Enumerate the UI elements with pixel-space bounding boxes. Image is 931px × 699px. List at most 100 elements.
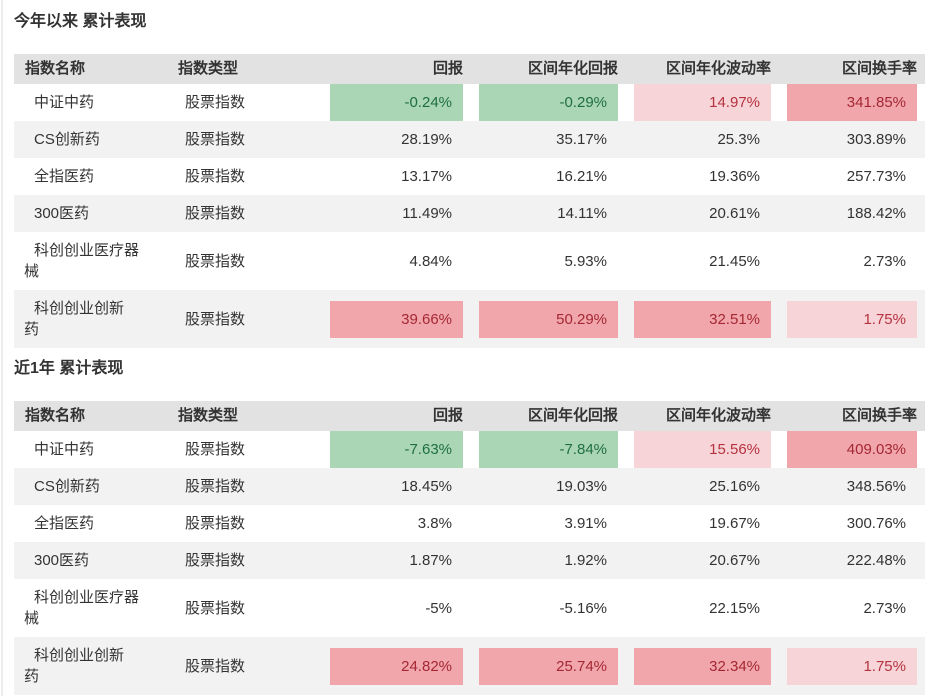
metric-cell: 2.73% — [779, 579, 925, 637]
metric-value: 32.34% — [634, 648, 771, 685]
metric-value: 24.82% — [330, 648, 463, 685]
metric-value: 35.17% — [479, 121, 618, 158]
index-type-cell: 股票指数 — [170, 468, 322, 505]
metric-value: 25.3% — [634, 121, 771, 158]
performance-table: 指数名称指数类型回报区间年化回报区间年化波动率区间换手率 中证中药股票指数-0.… — [14, 54, 925, 348]
metric-cell: 2.73% — [779, 232, 925, 290]
metric-cell: 19.36% — [626, 158, 779, 195]
metric-value: 222.48% — [787, 542, 917, 579]
metric-cell: 25.16% — [626, 468, 779, 505]
column-header: 回报 — [322, 401, 471, 431]
index-name-cell: 科创创业创新 药 — [14, 637, 170, 695]
metric-value: -5% — [330, 590, 463, 627]
index-name-cell: 中证中药 — [14, 84, 170, 121]
metric-cell: 4.84% — [322, 232, 471, 290]
metric-cell: 1.87% — [322, 542, 471, 579]
metric-cell: -7.63% — [322, 431, 471, 468]
metric-value: 303.89% — [787, 121, 917, 158]
metric-cell: 5.93% — [471, 232, 626, 290]
index-type-cell: 股票指数 — [170, 158, 322, 195]
index-name-cell: 科创创业医疗器 械 — [14, 579, 170, 637]
index-type-cell: 股票指数 — [170, 505, 322, 542]
metric-cell: 32.51% — [626, 290, 779, 348]
metric-cell: 39.66% — [322, 290, 471, 348]
metric-value: 409.03% — [787, 431, 917, 468]
metric-value: 4.84% — [330, 243, 463, 280]
section-title: 今年以来 累计表现 — [14, 14, 931, 30]
column-header: 区间年化回报 — [471, 401, 626, 431]
index-name-cell: 300医药 — [14, 542, 170, 579]
metric-cell: 22.15% — [626, 579, 779, 637]
column-header: 区间换手率 — [779, 54, 925, 84]
metric-cell: 19.67% — [626, 505, 779, 542]
metric-cell: -0.24% — [322, 84, 471, 121]
metric-value: 257.73% — [787, 158, 917, 195]
metric-value: 15.56% — [634, 431, 771, 468]
column-header: 指数名称 — [14, 54, 170, 84]
metric-cell: 24.82% — [322, 637, 471, 695]
metric-cell: -7.84% — [471, 431, 626, 468]
table-row: 中证中药股票指数-0.24% -0.29%14.97%341.85% — [14, 84, 925, 121]
metric-value: 348.56% — [787, 468, 917, 505]
metric-value: 2.73% — [787, 243, 917, 280]
metric-cell: 20.61% — [626, 195, 779, 232]
metric-value: 50.29% — [479, 301, 618, 338]
metric-value: -0.29% — [479, 84, 618, 121]
metric-value: 19.03% — [479, 468, 618, 505]
index-name-cell: 中证中药 — [14, 431, 170, 468]
metric-cell: 14.97% — [626, 84, 779, 121]
metric-value: 188.42% — [787, 195, 917, 232]
index-type-cell: 股票指数 — [170, 579, 322, 637]
index-name-cell: CS创新药 — [14, 468, 170, 505]
index-name-cell: 全指医药 — [14, 505, 170, 542]
metric-cell: -0.29% — [471, 84, 626, 121]
metric-cell: 18.45% — [322, 468, 471, 505]
metric-cell: 348.56% — [779, 468, 925, 505]
index-type-cell: 股票指数 — [170, 121, 322, 158]
metric-value: 13.17% — [330, 158, 463, 195]
metric-cell: 21.45% — [626, 232, 779, 290]
metric-value: 1.87% — [330, 542, 463, 579]
metric-value: 20.67% — [634, 542, 771, 579]
column-header: 区间年化波动率 — [626, 54, 779, 84]
metric-value: 22.15% — [634, 590, 771, 627]
metric-value: -7.63% — [330, 431, 463, 468]
metric-value: 39.66% — [330, 301, 463, 338]
metric-value: -7.84% — [479, 431, 618, 468]
index-type-cell: 股票指数 — [170, 84, 322, 121]
metric-value: -0.24% — [330, 84, 463, 121]
metric-cell: 25.3% — [626, 121, 779, 158]
column-header: 指数名称 — [14, 401, 170, 431]
metric-value: 28.19% — [330, 121, 463, 158]
metric-cell: 20.67% — [626, 542, 779, 579]
table-row: 中证中药股票指数-7.63%-7.84%15.56%409.03% — [14, 431, 925, 468]
metric-value: 25.16% — [634, 468, 771, 505]
metric-cell: 341.85% — [779, 84, 925, 121]
metric-value: 20.61% — [634, 195, 771, 232]
metric-value: 1.92% — [479, 542, 618, 579]
metric-value: 16.21% — [479, 158, 618, 195]
metric-value: 32.51% — [634, 301, 771, 338]
metric-cell: 300.76% — [779, 505, 925, 542]
metric-value: 2.73% — [787, 590, 917, 627]
metric-value: 3.8% — [330, 505, 463, 542]
metric-cell: 14.11% — [471, 195, 626, 232]
metric-value: 1.75% — [787, 301, 917, 338]
metric-cell: 11.49% — [322, 195, 471, 232]
metric-cell: -5% — [322, 579, 471, 637]
metric-cell: 32.34% — [626, 637, 779, 695]
column-header: 区间换手率 — [779, 401, 925, 431]
metric-cell: 222.48% — [779, 542, 925, 579]
column-header: 回报 — [322, 54, 471, 84]
metric-cell: 1.75% — [779, 637, 925, 695]
index-type-cell: 股票指数 — [170, 232, 322, 290]
index-type-cell: 股票指数 — [170, 637, 322, 695]
index-name-cell: 300医药 — [14, 195, 170, 232]
column-header: 指数类型 — [170, 401, 322, 431]
